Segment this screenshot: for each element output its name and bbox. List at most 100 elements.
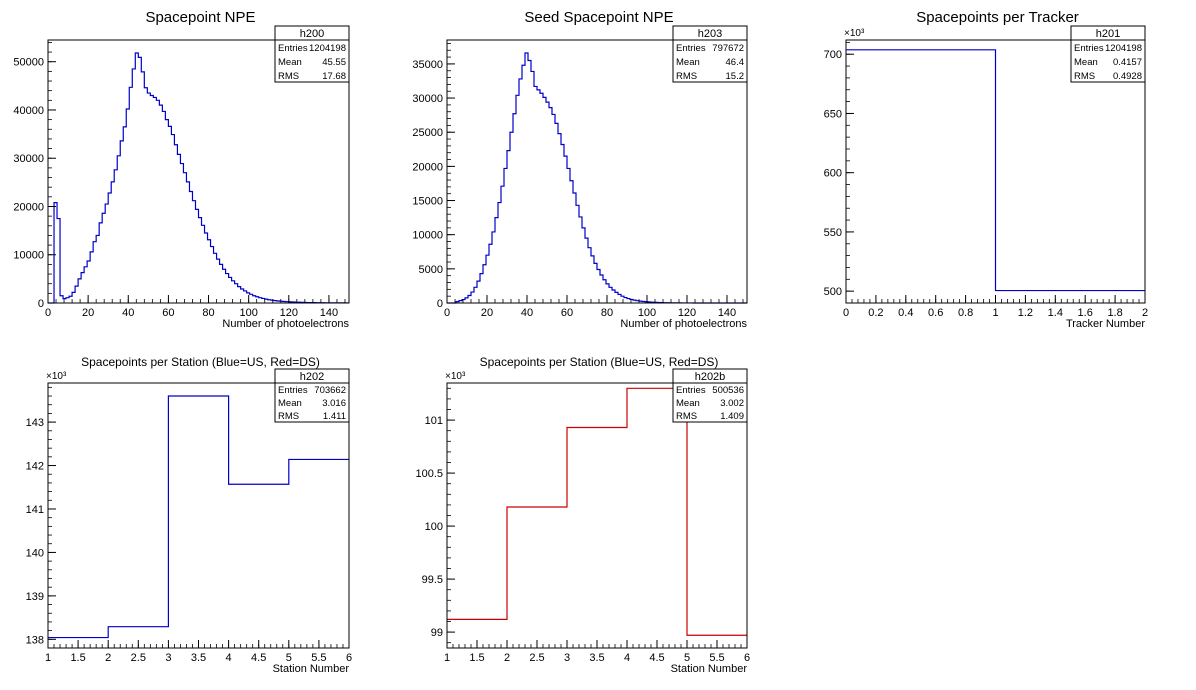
histogram-line bbox=[48, 395, 349, 639]
y-tick-label: 141 bbox=[26, 504, 44, 516]
chart-title: Spacepoints per Station (Blue=US, Red=DS… bbox=[81, 355, 320, 369]
x-tick-label: 40 bbox=[122, 307, 134, 319]
stats-box-frame bbox=[1070, 25, 1146, 83]
y-tick-label: 0 bbox=[38, 298, 44, 310]
x-axis-label: Number of photoelectrons bbox=[222, 318, 349, 330]
x-tick-label: 20 bbox=[82, 307, 94, 319]
x-tick-label: 20 bbox=[481, 307, 493, 319]
stats-value: 0.4928 bbox=[1113, 71, 1142, 82]
x-tick-label: 0 bbox=[444, 307, 450, 319]
x-tick-label: 100 bbox=[638, 307, 656, 319]
x-tick-label: 100 bbox=[239, 307, 257, 319]
x-tick-label: 0 bbox=[45, 307, 51, 319]
y-tick-label: 30000 bbox=[412, 93, 443, 105]
y-tick-label: 15000 bbox=[412, 196, 443, 208]
x-tick-label: 1 bbox=[992, 307, 998, 319]
x-tick-label: 3.5 bbox=[589, 652, 604, 664]
stats-box: h202b Entries 500536 Mean 3.002 RMS 1.409 bbox=[672, 368, 748, 423]
histogram-line bbox=[447, 52, 747, 304]
x-tick-label: 1.6 bbox=[1078, 307, 1093, 319]
x-tick-label: 5 bbox=[286, 652, 292, 664]
x-tick-label: 140 bbox=[718, 307, 736, 319]
histogram-panel-4: Spacepoints per Station (Blue=US, Red=DS… bbox=[415, 355, 750, 675]
stats-box: h202 Entries 703662 Mean 3.016 RMS 1.411 bbox=[274, 368, 350, 423]
stats-value: 1.411 bbox=[323, 411, 346, 422]
stats-key: Mean bbox=[676, 398, 700, 409]
stats-value: 45.55 bbox=[322, 57, 346, 68]
stats-value: 3.002 bbox=[720, 398, 744, 409]
stats-box: h200 Entries 1204198 Mean 45.55 RMS 17.68 bbox=[274, 25, 350, 83]
x-axis-label: Station Number bbox=[273, 663, 350, 675]
histogram-panel-3: Spacepoints per Station (Blue=US, Red=DS… bbox=[26, 355, 352, 675]
stats-key: RMS bbox=[676, 71, 697, 82]
y-tick-label: 101 bbox=[425, 415, 443, 427]
x-tick-label: 4.5 bbox=[251, 652, 266, 664]
x-tick-label: 3.5 bbox=[191, 652, 206, 664]
stats-box-frame bbox=[672, 25, 748, 83]
x-tick-label: 3 bbox=[165, 652, 171, 664]
y-tick-label: 35000 bbox=[412, 59, 443, 71]
x-tick-label: 60 bbox=[561, 307, 573, 319]
histogram-panel-1: Seed Spacepoint NPE 0 20 40 60 80 100 120 140 0 50… bbox=[412, 9, 748, 330]
stats-name: h202 bbox=[300, 371, 324, 383]
stats-value: 1.409 bbox=[720, 411, 744, 422]
x-tick-label: 0.6 bbox=[928, 307, 943, 319]
plot-frame bbox=[446, 382, 748, 649]
x-tick-label: 40 bbox=[521, 307, 533, 319]
histogram-panel-0: Spacepoint NPE 0 20 40 60 80 100 120 140 0 10000 20… bbox=[13, 9, 350, 330]
y-tick-label: 650 bbox=[824, 108, 842, 120]
x-tick-label: 5.5 bbox=[709, 652, 724, 664]
y-tick-label: 30000 bbox=[13, 153, 44, 165]
y-tick-label: 139 bbox=[26, 591, 44, 603]
x-tick-label: 0.2 bbox=[868, 307, 883, 319]
stats-key: Mean bbox=[278, 398, 302, 409]
stats-key: Mean bbox=[1074, 57, 1098, 68]
x-tick-label: 4 bbox=[624, 652, 630, 664]
x-tick-label: 140 bbox=[320, 307, 338, 319]
stats-key: Entries bbox=[676, 43, 706, 54]
y-tick-label: 500 bbox=[824, 286, 842, 298]
histogram-line bbox=[48, 52, 349, 304]
histogram-panel-2: Spacepoints per Tracker 0 0.2 0.4 0.6 0.8 1 1.2… bbox=[824, 9, 1148, 330]
stats-value: 15.2 bbox=[726, 71, 745, 82]
stats-key: Entries bbox=[1074, 43, 1104, 54]
x-tick-label: 1.5 bbox=[469, 652, 484, 664]
stats-key: RMS bbox=[676, 411, 697, 422]
y-tick-label: 700 bbox=[824, 49, 842, 61]
y-tick-label: 5000 bbox=[419, 264, 443, 276]
x-tick-label: 4 bbox=[226, 652, 232, 664]
x-axis-label: Tracker Number bbox=[1066, 318, 1145, 330]
x-tick-label: 5 bbox=[684, 652, 690, 664]
stats-key: Mean bbox=[676, 57, 700, 68]
y-tick-label: 100 bbox=[425, 521, 443, 533]
stats-key: Mean bbox=[278, 57, 302, 68]
y-exponent-label: ×10³ bbox=[445, 371, 466, 382]
plot-frame bbox=[446, 39, 748, 304]
stats-value: 797672 bbox=[712, 43, 744, 54]
stats-value: 3.016 bbox=[322, 398, 346, 409]
x-tick-label: 3 bbox=[564, 652, 570, 664]
y-tick-label: 140 bbox=[26, 547, 44, 559]
y-tick-label: 550 bbox=[824, 227, 842, 239]
stats-name: h203 bbox=[698, 28, 722, 40]
stats-key: RMS bbox=[278, 71, 299, 82]
stats-value: 500536 bbox=[712, 385, 744, 396]
stats-value: 17.68 bbox=[322, 71, 346, 82]
stats-box: h201 Entries 1204198 Mean 0.4157 RMS 0.4928 bbox=[1070, 25, 1146, 83]
stats-box-frame bbox=[274, 368, 350, 423]
x-tick-label: 2 bbox=[105, 652, 111, 664]
plot-frame bbox=[47, 382, 350, 649]
stats-key: RMS bbox=[1074, 71, 1095, 82]
y-tick-label: 40000 bbox=[13, 105, 44, 117]
x-axis-label: Station Number bbox=[671, 663, 748, 675]
chart-title: Seed Spacepoint NPE bbox=[524, 9, 673, 26]
chart-title: Spacepoint NPE bbox=[145, 9, 255, 26]
y-tick-label: 100.5 bbox=[415, 468, 443, 480]
x-tick-label: 5.5 bbox=[311, 652, 326, 664]
y-tick-label: 143 bbox=[26, 417, 44, 429]
stats-value: 46.4 bbox=[726, 57, 745, 68]
x-tick-label: 1.5 bbox=[70, 652, 85, 664]
x-tick-label: 1.2 bbox=[1018, 307, 1033, 319]
stats-value: 1204198 bbox=[1105, 43, 1142, 54]
y-tick-label: 10000 bbox=[412, 230, 443, 242]
